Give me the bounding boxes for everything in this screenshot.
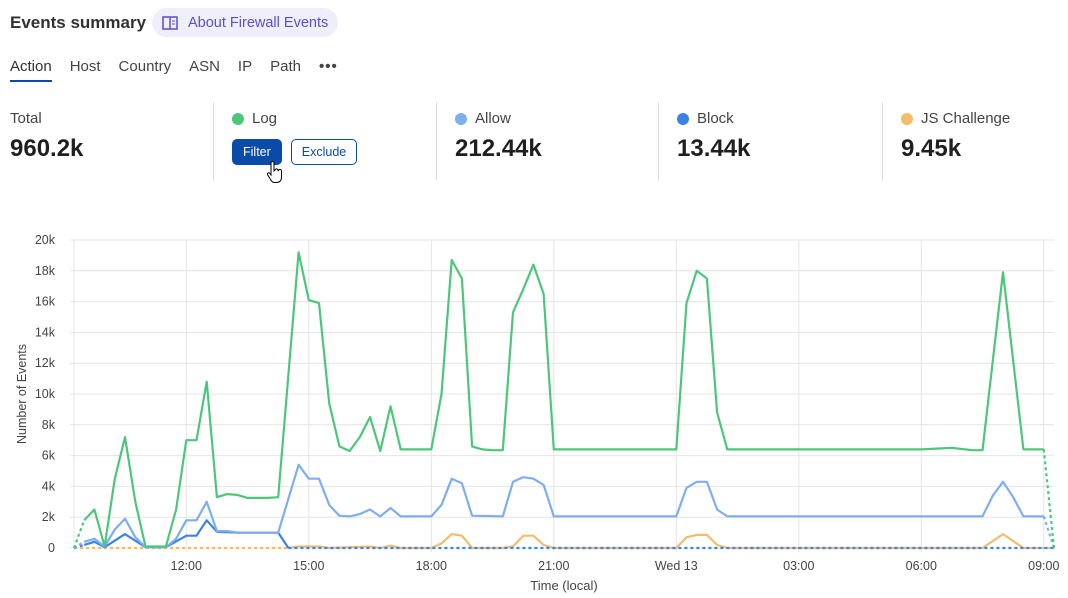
divider (658, 102, 659, 180)
ellipsis-icon[interactable]: ••• (318, 58, 338, 75)
stat-value: 212.44k (455, 135, 542, 162)
block-dot-icon (677, 112, 689, 125)
divider (436, 102, 437, 180)
y-tick-label: 12k (35, 356, 56, 370)
series-allow-line (83, 463, 1044, 549)
series-log-partial-end (1042, 449, 1056, 549)
x-tick-label: Wed 13 (655, 559, 698, 573)
log-dot-icon (232, 112, 244, 125)
exclude-button[interactable]: Exclude (290, 139, 358, 165)
x-tick-label: 03:00 (783, 559, 814, 573)
y-tick-label: 6k (42, 449, 56, 463)
stat-total: Total 960.2k (10, 110, 83, 163)
x-axis-label: Time (local) (530, 578, 597, 593)
x-tick-label: 21:00 (538, 559, 569, 573)
allow-dot-icon (455, 112, 467, 125)
series-log-line (83, 251, 1044, 548)
series-log-partial-start (72, 519, 86, 549)
series-js-challenge-line (288, 532, 1025, 550)
x-tick-label: 18:00 (416, 559, 447, 573)
divider (213, 102, 214, 180)
series-allow-partial-start (73, 540, 85, 549)
tab-path[interactable]: Path (270, 58, 301, 75)
tab-ip[interactable]: IP (237, 58, 253, 75)
book-icon (162, 15, 178, 30)
about-label: About Firewall Events (188, 14, 329, 31)
stat-value: 960.2k (10, 135, 84, 162)
stat-value: 13.44k (677, 135, 751, 162)
page-title: Events summary (10, 13, 147, 32)
x-tick-label: 15:00 (293, 559, 324, 573)
y-tick-label: 0 (48, 541, 55, 555)
y-tick-label: 18k (35, 264, 56, 278)
y-tick-label: 2k (42, 510, 56, 524)
stat-label: Allow (475, 110, 511, 127)
stat-allow: Allow 212.44k (455, 110, 542, 163)
divider (882, 102, 883, 180)
y-axis-label: Number of Events (15, 344, 29, 444)
y-tick-label: 10k (35, 387, 56, 401)
stat-js-challenge: JS Challenge 9.45k (901, 110, 1010, 163)
y-tick-label: 16k (35, 295, 56, 309)
x-tick-label: 09:00 (1028, 559, 1059, 573)
hand-cursor-icon (266, 161, 283, 183)
about-firewall-events-button[interactable]: About Firewall Events (152, 8, 339, 37)
stat-label: Total (10, 110, 42, 127)
stat-value: 9.45k (901, 135, 962, 162)
x-tick-label: 06:00 (906, 559, 937, 573)
tab-bar: Action Host Country ASN IP Path ••• (10, 58, 338, 82)
stat-label: Block (697, 110, 734, 127)
stat-label: Log (252, 110, 278, 127)
stat-log: Log Filter Exclude (232, 110, 358, 165)
y-tick-label: 14k (35, 325, 56, 339)
y-tick-label: 8k (42, 418, 56, 432)
y-tick-label: 20k (35, 233, 56, 247)
filter-button[interactable]: Filter (232, 139, 282, 165)
x-tick-label: 12:00 (171, 559, 202, 573)
tab-country[interactable]: Country (118, 58, 172, 75)
series-allow-partial-end (1042, 516, 1056, 549)
tab-action[interactable]: Action (10, 58, 52, 82)
series-block-line (83, 519, 290, 549)
stat-label: JS Challenge (921, 110, 1011, 127)
js-challenge-dot-icon (901, 112, 913, 125)
tab-host[interactable]: Host (69, 58, 101, 75)
series-block-partial-start (73, 543, 85, 550)
stat-block: Block 13.44k (677, 110, 750, 163)
y-tick-label: 4k (42, 479, 56, 493)
tab-asn[interactable]: ASN (189, 58, 220, 75)
